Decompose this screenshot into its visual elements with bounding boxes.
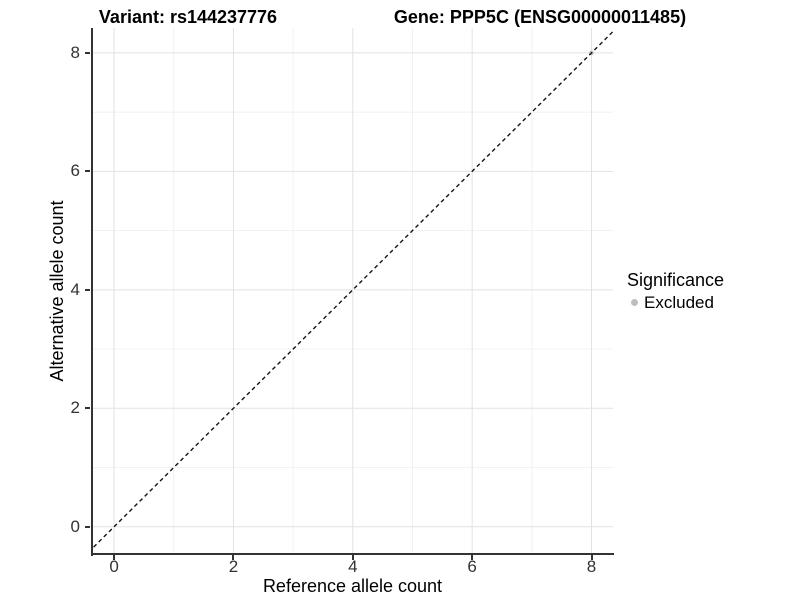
y-tick-mark [85,288,90,291]
x-tick-label: 0 [109,557,119,576]
variant-title: Variant: rs144237776 [98,7,278,27]
x-axis-label: Reference allele count [262,576,443,596]
x-tick-label: 4 [348,557,358,576]
y-tick-label: 8 [70,42,80,62]
legend: Significance Excluded [627,270,724,313]
x-tick-label: 6 [467,557,477,576]
y-tick-mark [85,525,90,528]
x-tick-label: 8 [586,557,597,576]
x-tick-mark [113,555,116,560]
gene-title: Gene: PPP5C (ENSG00000011485) [393,7,687,27]
y-tick-mark [85,407,90,410]
legend-item-excluded: Excluded [627,292,724,313]
y-axis-line [91,28,93,556]
excluded-point-icon [631,299,638,306]
x-tick-label: 2 [228,557,239,576]
y-tick-label: 2 [70,398,80,418]
y-tick-label: 4 [70,279,80,299]
y-tick-mark [85,51,90,54]
identity-line [92,30,613,550]
x-axis-line [91,553,614,555]
x-tick-mark [471,555,474,560]
x-tick-mark [590,555,593,560]
x-tick-mark [232,555,235,560]
legend-title: Significance [627,270,725,290]
y-tick-label: 6 [70,161,80,181]
legend-item-label: Excluded [644,293,714,312]
plot-panel [92,28,613,554]
y-tick-mark [85,170,90,173]
y-tick-label: 0 [70,516,80,536]
x-tick-mark [351,555,354,560]
